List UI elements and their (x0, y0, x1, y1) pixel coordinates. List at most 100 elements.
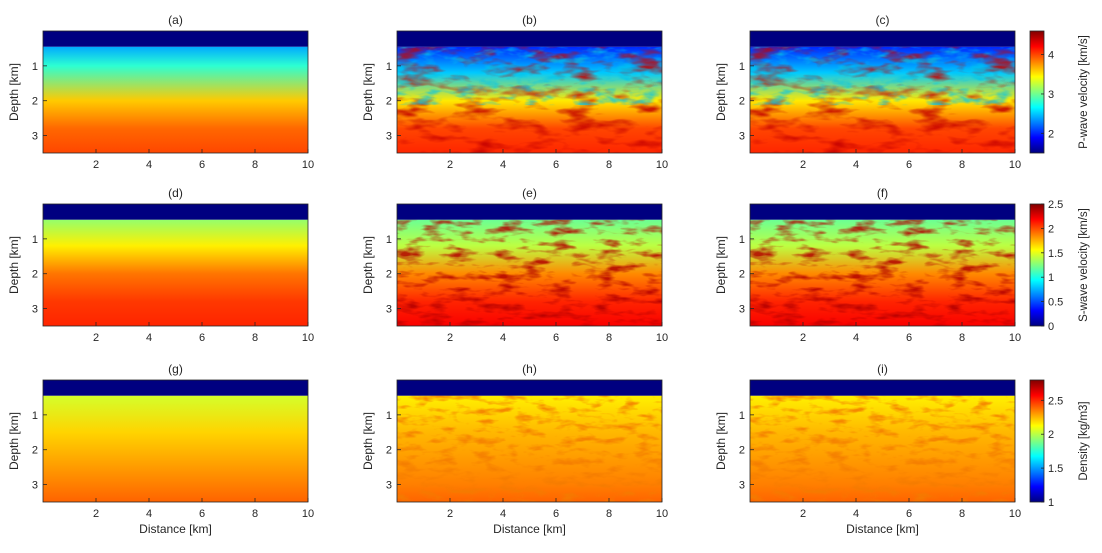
x-tick-label: 6 (199, 508, 205, 520)
y-tick-label: 3 (739, 131, 745, 143)
colorbar-tick-label: 1 (1048, 272, 1054, 284)
sediment-field (43, 395, 308, 502)
colorbar-scale (1029, 379, 1045, 503)
x-tick-label: 2 (447, 508, 453, 520)
colorbar-tick-label: 0.5 (1048, 297, 1063, 309)
inverted-texture-shallow (750, 46, 1015, 106)
panel-i: (i) 1 2 3 2 4 6 8 10 Depth [km] Distance [km] (714, 362, 1021, 536)
panel-title: (e) (522, 186, 537, 200)
y-tick-label: 2 (32, 269, 38, 281)
water-layer (397, 380, 662, 396)
x-tick-label: 10 (1009, 159, 1021, 171)
colorbar-tick-label: 2 (1048, 223, 1054, 235)
colorbar-tick-label: 0 (1048, 321, 1054, 333)
y-tick-label: 2 (386, 96, 392, 108)
inverted-texture (750, 219, 1015, 326)
x-tick-label: 6 (553, 159, 559, 171)
panel-h: (h) 1 2 3 2 4 6 8 10 Depth [km] Distance [km] (361, 362, 668, 536)
panel-title: (c) (876, 13, 890, 27)
panel-e: (e) 1 2 3 2 4 6 8 10 Depth [km] (361, 186, 668, 344)
x-tick-label: 6 (553, 508, 559, 520)
y-tick-label: 3 (386, 304, 392, 316)
x-tick-label: 2 (447, 332, 453, 344)
axes-box (42, 379, 309, 503)
y-axis-label: Depth [km] (7, 236, 21, 294)
x-tick-label: 8 (606, 159, 612, 171)
inverted-texture (750, 395, 1015, 502)
y-tick-label: 3 (32, 480, 38, 492)
y-tick-label: 3 (386, 480, 392, 492)
y-tick-label: 1 (32, 234, 38, 246)
x-tick-label: 2 (447, 159, 453, 171)
y-tick-label: 2 (32, 445, 38, 457)
x-tick-label: 2 (800, 159, 806, 171)
y-tick-label: 3 (739, 304, 745, 316)
colorbar-tick-label: 2.5 (1048, 199, 1063, 211)
panel-title: (d) (168, 186, 183, 200)
y-tick-label: 3 (32, 131, 38, 143)
y-tick-label: 1 (32, 410, 38, 422)
axes-box (749, 203, 1016, 327)
colorbar-1: 2 3 4 P-wave velocity [km/s] (1029, 30, 1090, 154)
axes-box (396, 379, 663, 503)
x-tick-label: 4 (853, 332, 859, 344)
panel-d: (d) 1 2 3 2 4 6 8 10 Depth [km] (7, 186, 314, 344)
y-tick-label: 2 (32, 96, 38, 108)
panel-title: (i) (877, 362, 888, 376)
x-axis-label: Distance [km] (846, 522, 919, 536)
y-axis-label: Depth [km] (714, 412, 728, 470)
x-tick-label: 4 (853, 508, 859, 520)
water-layer (43, 204, 308, 220)
colorbar-label: P-wave velocity [km/s] (1078, 35, 1090, 149)
water-layer (43, 380, 308, 396)
y-axis-label: Depth [km] (7, 63, 21, 121)
colorbar-tick-label: 2 (1048, 128, 1054, 140)
x-tick-label: 2 (800, 332, 806, 344)
inverted-texture-shallow (397, 46, 662, 106)
y-axis-label: Depth [km] (361, 236, 375, 294)
y-tick-label: 3 (32, 304, 38, 316)
x-tick-label: 4 (146, 159, 152, 171)
x-tick-label: 6 (906, 159, 912, 171)
x-tick-label: 6 (553, 332, 559, 344)
x-tick-label: 4 (853, 159, 859, 171)
y-tick-label: 2 (739, 269, 745, 281)
y-axis-label: Depth [km] (714, 236, 728, 294)
colorbar-tick-label: 2.5 (1048, 395, 1063, 407)
x-tick-label: 8 (959, 159, 965, 171)
x-tick-label: 6 (199, 159, 205, 171)
x-tick-label: 4 (500, 508, 506, 520)
sediment-field (43, 219, 308, 326)
x-tick-label: 10 (1009, 332, 1021, 344)
y-tick-label: 1 (386, 410, 392, 422)
x-tick-label: 10 (302, 159, 314, 171)
sediment-field (43, 46, 308, 153)
water-layer (750, 380, 1015, 396)
x-tick-label: 10 (656, 159, 668, 171)
panel-title: (b) (522, 13, 537, 27)
x-tick-label: 10 (302, 508, 314, 520)
x-tick-label: 6 (906, 332, 912, 344)
x-tick-label: 8 (252, 159, 258, 171)
y-tick-label: 2 (739, 96, 745, 108)
y-tick-label: 2 (739, 445, 745, 457)
x-tick-label: 6 (199, 332, 205, 344)
colorbar-tick-label: 4 (1048, 50, 1054, 62)
panel-c: (c) 1 2 3 2 4 6 8 10 Depth [km] (714, 13, 1021, 171)
x-tick-label: 2 (93, 332, 99, 344)
colorbar-tick-label: 1.5 (1048, 248, 1063, 260)
y-axis-label: Depth [km] (361, 63, 375, 121)
y-tick-label: 1 (739, 61, 745, 73)
axes-box (749, 30, 1016, 154)
y-tick-label: 3 (739, 480, 745, 492)
water-layer (750, 204, 1015, 220)
y-axis-label: Depth [km] (714, 63, 728, 121)
x-tick-label: 4 (146, 332, 152, 344)
axes-box (396, 203, 663, 327)
panel-b: (b) 1 2 3 2 4 6 8 10 Depth [km] (361, 13, 668, 171)
colorbar-tick-label: 1.5 (1048, 463, 1063, 475)
x-tick-label: 8 (606, 332, 612, 344)
x-tick-label: 8 (959, 508, 965, 520)
x-tick-label: 8 (606, 508, 612, 520)
